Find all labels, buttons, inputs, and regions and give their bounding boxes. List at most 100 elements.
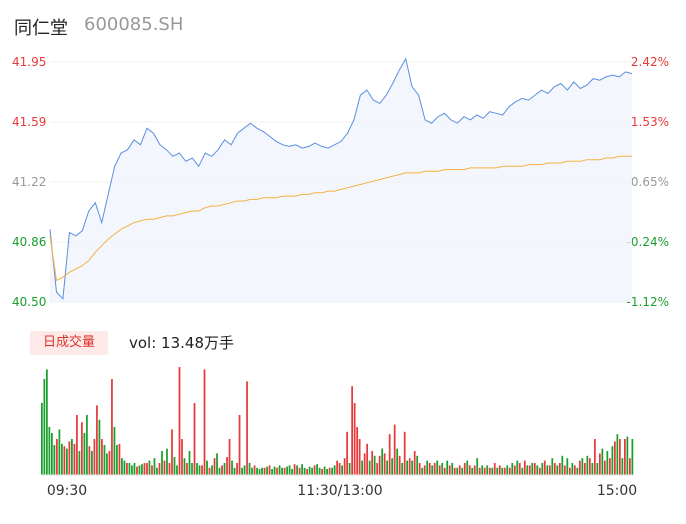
volume-bar [586, 455, 589, 475]
volume-bar [403, 431, 406, 475]
volume-bar [488, 467, 491, 475]
volume-bar [508, 467, 511, 475]
volume-bar [631, 439, 634, 475]
volume-bar [513, 465, 516, 475]
volume-bar [206, 460, 208, 475]
volume-bar [468, 465, 471, 475]
volume-bar [333, 465, 336, 475]
volume-bar [226, 457, 228, 475]
volume-bar [476, 458, 479, 475]
y-right-tick-label: -0.24% [627, 235, 669, 249]
volume-bar [273, 466, 276, 475]
volume-bar [348, 463, 351, 475]
volume-bar [201, 465, 203, 475]
volume-bar [573, 465, 576, 475]
stock-name: 同仁堂 [14, 18, 68, 39]
volume-bar [101, 439, 103, 475]
daily-volume-tab[interactable]: 日成交量 [30, 331, 108, 355]
volume-bar [136, 466, 138, 475]
volume-bar [486, 465, 489, 475]
volume-bar [181, 439, 183, 475]
volume-bar [318, 467, 321, 475]
volume-bar [398, 455, 401, 475]
volume-bar [76, 415, 78, 475]
volume-bar [271, 469, 273, 475]
volume-bar [406, 460, 409, 475]
volume-readout: vol: 13.48万手 [129, 334, 234, 352]
volume-bar [626, 436, 629, 475]
volume-bar [83, 433, 86, 475]
volume-bar [343, 458, 346, 475]
price-line [49, 57, 633, 300]
volume-bar [251, 467, 253, 475]
volume-bar [621, 458, 624, 475]
volume-bar [156, 467, 158, 475]
volume-bar [311, 467, 313, 475]
volume-bar [456, 467, 459, 475]
y-left-tick-label: 41.22 [12, 175, 46, 189]
volume-bar [248, 463, 251, 475]
x-tick-label: 11:30/13:00 [297, 483, 382, 499]
volume-bar [256, 467, 258, 475]
volume-bar [223, 463, 226, 475]
volume-bar [238, 415, 241, 475]
volume-bar [51, 433, 53, 475]
volume-bar [43, 379, 46, 475]
volume-bar [166, 448, 168, 475]
volume-bar [523, 460, 526, 475]
volume-bar [623, 439, 626, 475]
volume-bar [331, 467, 333, 475]
y-right-tick-label: 1.53% [631, 115, 669, 129]
volume-bar [436, 460, 439, 475]
volume-bar [556, 465, 559, 475]
volume-bar [243, 465, 246, 475]
volume-bar [493, 463, 496, 475]
volume-bar [541, 463, 544, 475]
volume-bar [211, 465, 213, 475]
volume-bar [441, 463, 444, 475]
volume-bar [368, 460, 371, 475]
stock-code: 600085.SH [84, 14, 184, 35]
volume-bar [118, 443, 121, 475]
volume-bar [391, 458, 394, 475]
volume-bar [53, 445, 56, 475]
volume-bar [358, 439, 361, 475]
volume-bar [163, 460, 166, 475]
volume-bar [428, 463, 431, 475]
volume-bar [158, 463, 161, 475]
volume-bar [378, 455, 381, 475]
x-tick-label: 15:00 [597, 483, 637, 499]
volume-bar [48, 427, 51, 475]
volume-bar [373, 455, 376, 475]
volume-bar [258, 469, 261, 475]
volume-bar [421, 467, 424, 475]
volume-bar [483, 467, 486, 475]
volume-bar [276, 467, 278, 475]
volume-bar [393, 424, 396, 475]
volume-bar [78, 451, 81, 475]
volume-bar [356, 427, 359, 475]
volume-bar [578, 460, 581, 475]
volume-bar [418, 463, 421, 475]
volume-bar [341, 465, 343, 475]
volume-bar [353, 403, 356, 475]
volume-bar [236, 463, 238, 475]
volume-bar [73, 443, 76, 475]
volume-bar [71, 439, 73, 475]
volume-bar [323, 466, 326, 475]
volume-bar [326, 469, 328, 475]
volume-bar [58, 429, 61, 475]
volume-bar [196, 463, 198, 475]
volume-bar [208, 467, 211, 475]
volume-bar [241, 467, 243, 475]
volume-bar [213, 458, 216, 475]
volume-bar [303, 467, 306, 475]
volume-bar [183, 458, 186, 475]
volume-bar [246, 381, 248, 475]
x-tick-label: 09:30 [47, 483, 87, 499]
volume-bar [151, 465, 153, 475]
volume-bar [81, 422, 83, 475]
volume-bar [228, 439, 231, 475]
volume-bar [96, 405, 98, 475]
volume-bar [388, 434, 391, 475]
